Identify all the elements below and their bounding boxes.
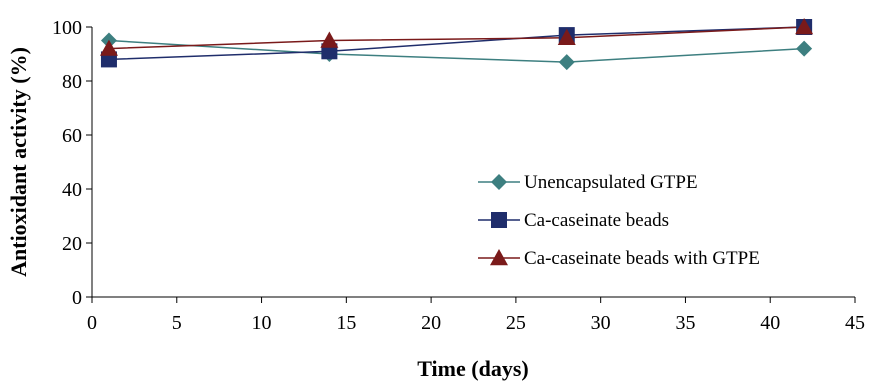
series-line bbox=[108, 26, 805, 50]
legend-marker-diamond bbox=[491, 174, 507, 190]
data-point-triangle bbox=[320, 31, 339, 48]
data-point-diamond bbox=[558, 54, 575, 71]
y-tick-label: 20 bbox=[62, 233, 82, 255]
y-tick-label: 40 bbox=[62, 179, 82, 201]
axes bbox=[91, 27, 855, 298]
x-tick-label: 10 bbox=[252, 312, 272, 334]
ticks: 0 5 10 15 20 25 30 35 40 45 0 20 40 60 80 100 bbox=[52, 17, 865, 334]
legend-marker-triangle bbox=[490, 249, 508, 266]
legend-marker-square bbox=[491, 212, 507, 228]
series-line bbox=[108, 39, 805, 63]
x-tick-label: 15 bbox=[336, 312, 356, 334]
legend-label: Unencapsulated GTPE bbox=[524, 172, 698, 193]
x-tick-label: 5 bbox=[172, 312, 182, 334]
x-tick-label: 25 bbox=[506, 312, 526, 334]
data-point-triangle bbox=[795, 18, 814, 35]
y-tick-label: 0 bbox=[72, 287, 82, 309]
data-point-triangle bbox=[99, 39, 118, 56]
x-tick-label: 45 bbox=[845, 312, 865, 334]
x-tick-label: 40 bbox=[760, 312, 780, 334]
y-tick-label: 80 bbox=[62, 71, 82, 93]
x-axis-title: Time (days) bbox=[417, 356, 528, 381]
series-line bbox=[108, 26, 805, 61]
x-tick-label: 20 bbox=[421, 312, 441, 334]
series-markers bbox=[99, 18, 814, 71]
data-point-triangle bbox=[557, 28, 576, 45]
data-point-diamond bbox=[796, 40, 813, 57]
x-tick-label: 35 bbox=[675, 312, 695, 334]
legend-label: Ca-caseinate beads bbox=[524, 210, 669, 231]
y-tick-label: 60 bbox=[62, 125, 82, 147]
series-lines bbox=[108, 26, 805, 63]
y-axis-title: Antioxidant activity (%) bbox=[6, 47, 31, 277]
y-tick-label: 100 bbox=[52, 17, 82, 39]
x-tick-label: 0 bbox=[87, 312, 97, 334]
legend-label: Ca-caseinate beads with GTPE bbox=[524, 248, 760, 269]
x-tick-label: 30 bbox=[591, 312, 611, 334]
legend: Unencapsulated GTPE Ca-caseinate beads Ca-… bbox=[478, 172, 760, 269]
